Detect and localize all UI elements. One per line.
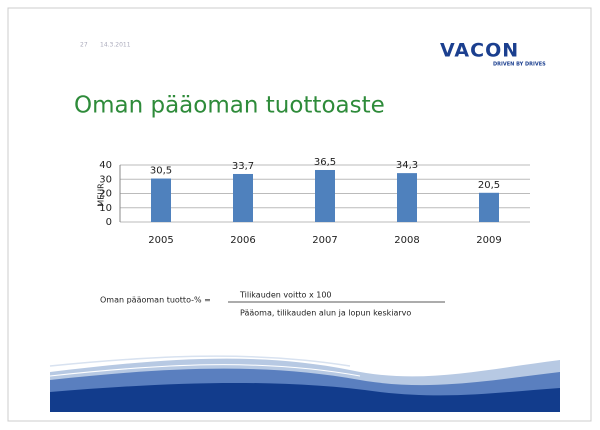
data-label: 33,7 bbox=[232, 161, 254, 172]
logo-tagline: DRIVEN BY DRIVES bbox=[493, 62, 546, 68]
slide-number: 27 bbox=[80, 42, 88, 49]
x-tick-label: 2007 bbox=[312, 235, 337, 246]
formula-left: Oman pääoman tuotto-% = bbox=[100, 296, 211, 305]
y-tick-label: 20 bbox=[99, 189, 112, 200]
bar bbox=[233, 173, 253, 222]
y-axis-label: MEUR bbox=[97, 183, 106, 207]
wave-decoration bbox=[49, 355, 560, 412]
bar bbox=[151, 178, 171, 222]
formula-denominator: Pääoma, tilikauden alun ja lopun keskiar… bbox=[240, 309, 411, 318]
bar bbox=[397, 173, 417, 222]
data-label: 34,3 bbox=[396, 160, 418, 171]
bar bbox=[479, 192, 499, 222]
x-tick-label: 2005 bbox=[148, 235, 173, 246]
data-label: 20,5 bbox=[478, 180, 500, 191]
slide-title: Oman pääoman tuottoaste bbox=[74, 93, 385, 119]
formula-numerator: Tilikauden voitto x 100 bbox=[239, 291, 332, 300]
data-label: 30,5 bbox=[150, 166, 172, 177]
x-tick-label: 2006 bbox=[230, 235, 255, 246]
logo: VACON bbox=[440, 40, 519, 62]
y-tick-label: 30 bbox=[99, 174, 112, 185]
x-tick-label: 2009 bbox=[476, 235, 501, 246]
y-tick-label: 40 bbox=[99, 160, 112, 171]
data-label: 36,5 bbox=[314, 157, 336, 168]
bar bbox=[315, 169, 335, 222]
slide-date: 14.3.2011 bbox=[100, 42, 131, 49]
y-tick-label: 10 bbox=[99, 203, 112, 214]
x-tick-label: 2008 bbox=[394, 235, 419, 246]
y-tick-label: 0 bbox=[106, 217, 112, 228]
